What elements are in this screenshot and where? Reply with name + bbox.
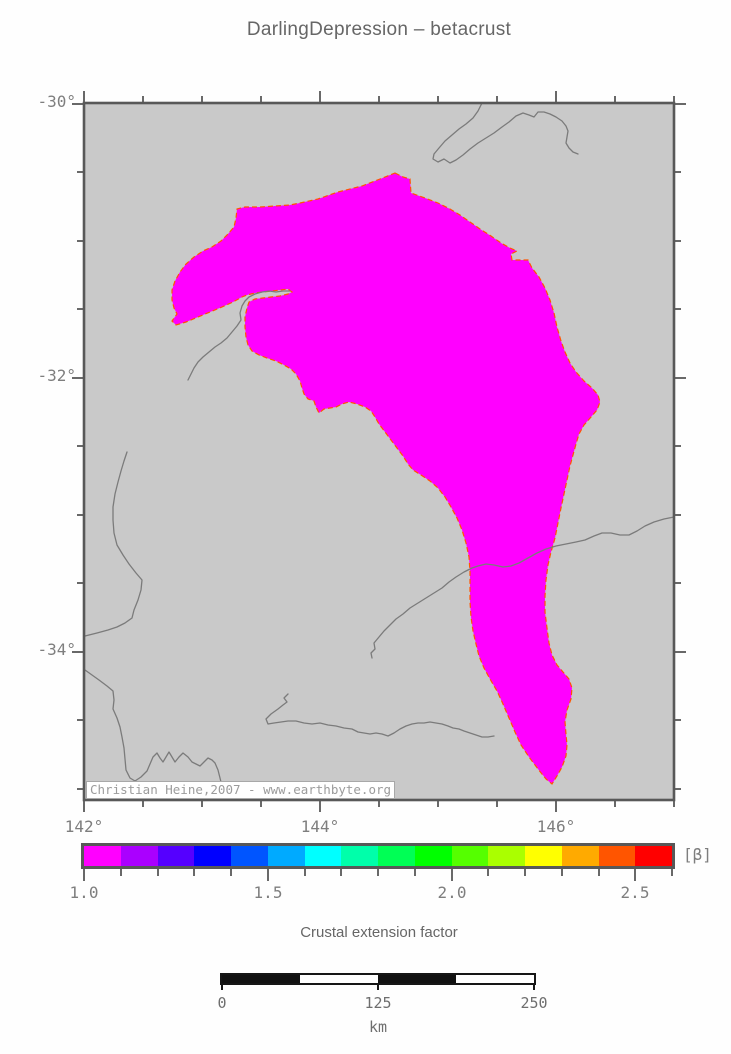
scalebar-tick <box>377 985 379 990</box>
colorbar-caption: Crustal extension factor <box>300 924 458 941</box>
scalebar-segment <box>378 975 456 983</box>
map-river-line <box>84 669 223 787</box>
colorbar-tick-label: 1.5 <box>253 883 283 902</box>
map-river-line <box>187 290 291 381</box>
scale-bar <box>220 973 536 985</box>
scalebar-segment <box>300 975 378 983</box>
colorbar-segment <box>304 846 342 866</box>
colorbar-unit-label: [β] <box>683 845 712 864</box>
lat-tick-label: -30° <box>37 92 76 111</box>
map-region-darling-depression <box>171 172 601 785</box>
scalebar-label: 125 <box>364 994 392 1012</box>
colorbar-segment <box>267 846 305 866</box>
scalebar-label: 250 <box>520 994 548 1012</box>
scale-unit-label: km <box>368 1018 388 1036</box>
scalebar-segment <box>456 975 534 983</box>
colorbar-segment <box>231 846 268 866</box>
map-river-line <box>432 103 579 164</box>
colorbar-segment <box>451 846 489 866</box>
colorbar-segment <box>414 846 452 866</box>
map-river-line <box>84 451 143 637</box>
lon-tick-label: 142° <box>64 817 104 836</box>
lat-tick-label: -32° <box>37 366 76 385</box>
lat-tick-label: -34° <box>37 640 76 659</box>
scalebar-tick <box>221 985 223 990</box>
scalebar-segment <box>222 975 300 983</box>
colorbar-segment <box>194 846 231 866</box>
page-title: DarlingDepression – betacrust <box>246 19 512 40</box>
colorbar-segment <box>635 846 672 866</box>
colorbar-segment <box>561 846 599 866</box>
colorbar-segment <box>525 846 562 866</box>
lon-tick-label: 144° <box>300 817 340 836</box>
watermark: Christian Heine,2007 - www.earthbyte.org <box>86 781 396 799</box>
colorbar-segment <box>488 846 525 866</box>
colorbar-tick-label: 1.0 <box>69 883 99 902</box>
colorbar <box>81 843 675 869</box>
colorbar-segment <box>378 846 415 866</box>
map-river-line <box>370 516 674 659</box>
colorbar-tick-label: 2.5 <box>620 883 650 902</box>
scalebar-label: 0 <box>217 994 227 1012</box>
colorbar-segment <box>341 846 378 866</box>
scalebar-tick <box>533 985 535 990</box>
lon-tick-label: 146° <box>536 817 576 836</box>
map-river-line <box>265 693 495 738</box>
colorbar-segment <box>157 846 195 866</box>
colorbar-segment <box>84 846 121 866</box>
colorbar-tick-label: 2.0 <box>437 883 467 902</box>
colorbar-segment <box>598 846 636 866</box>
colorbar-segment <box>120 846 158 866</box>
